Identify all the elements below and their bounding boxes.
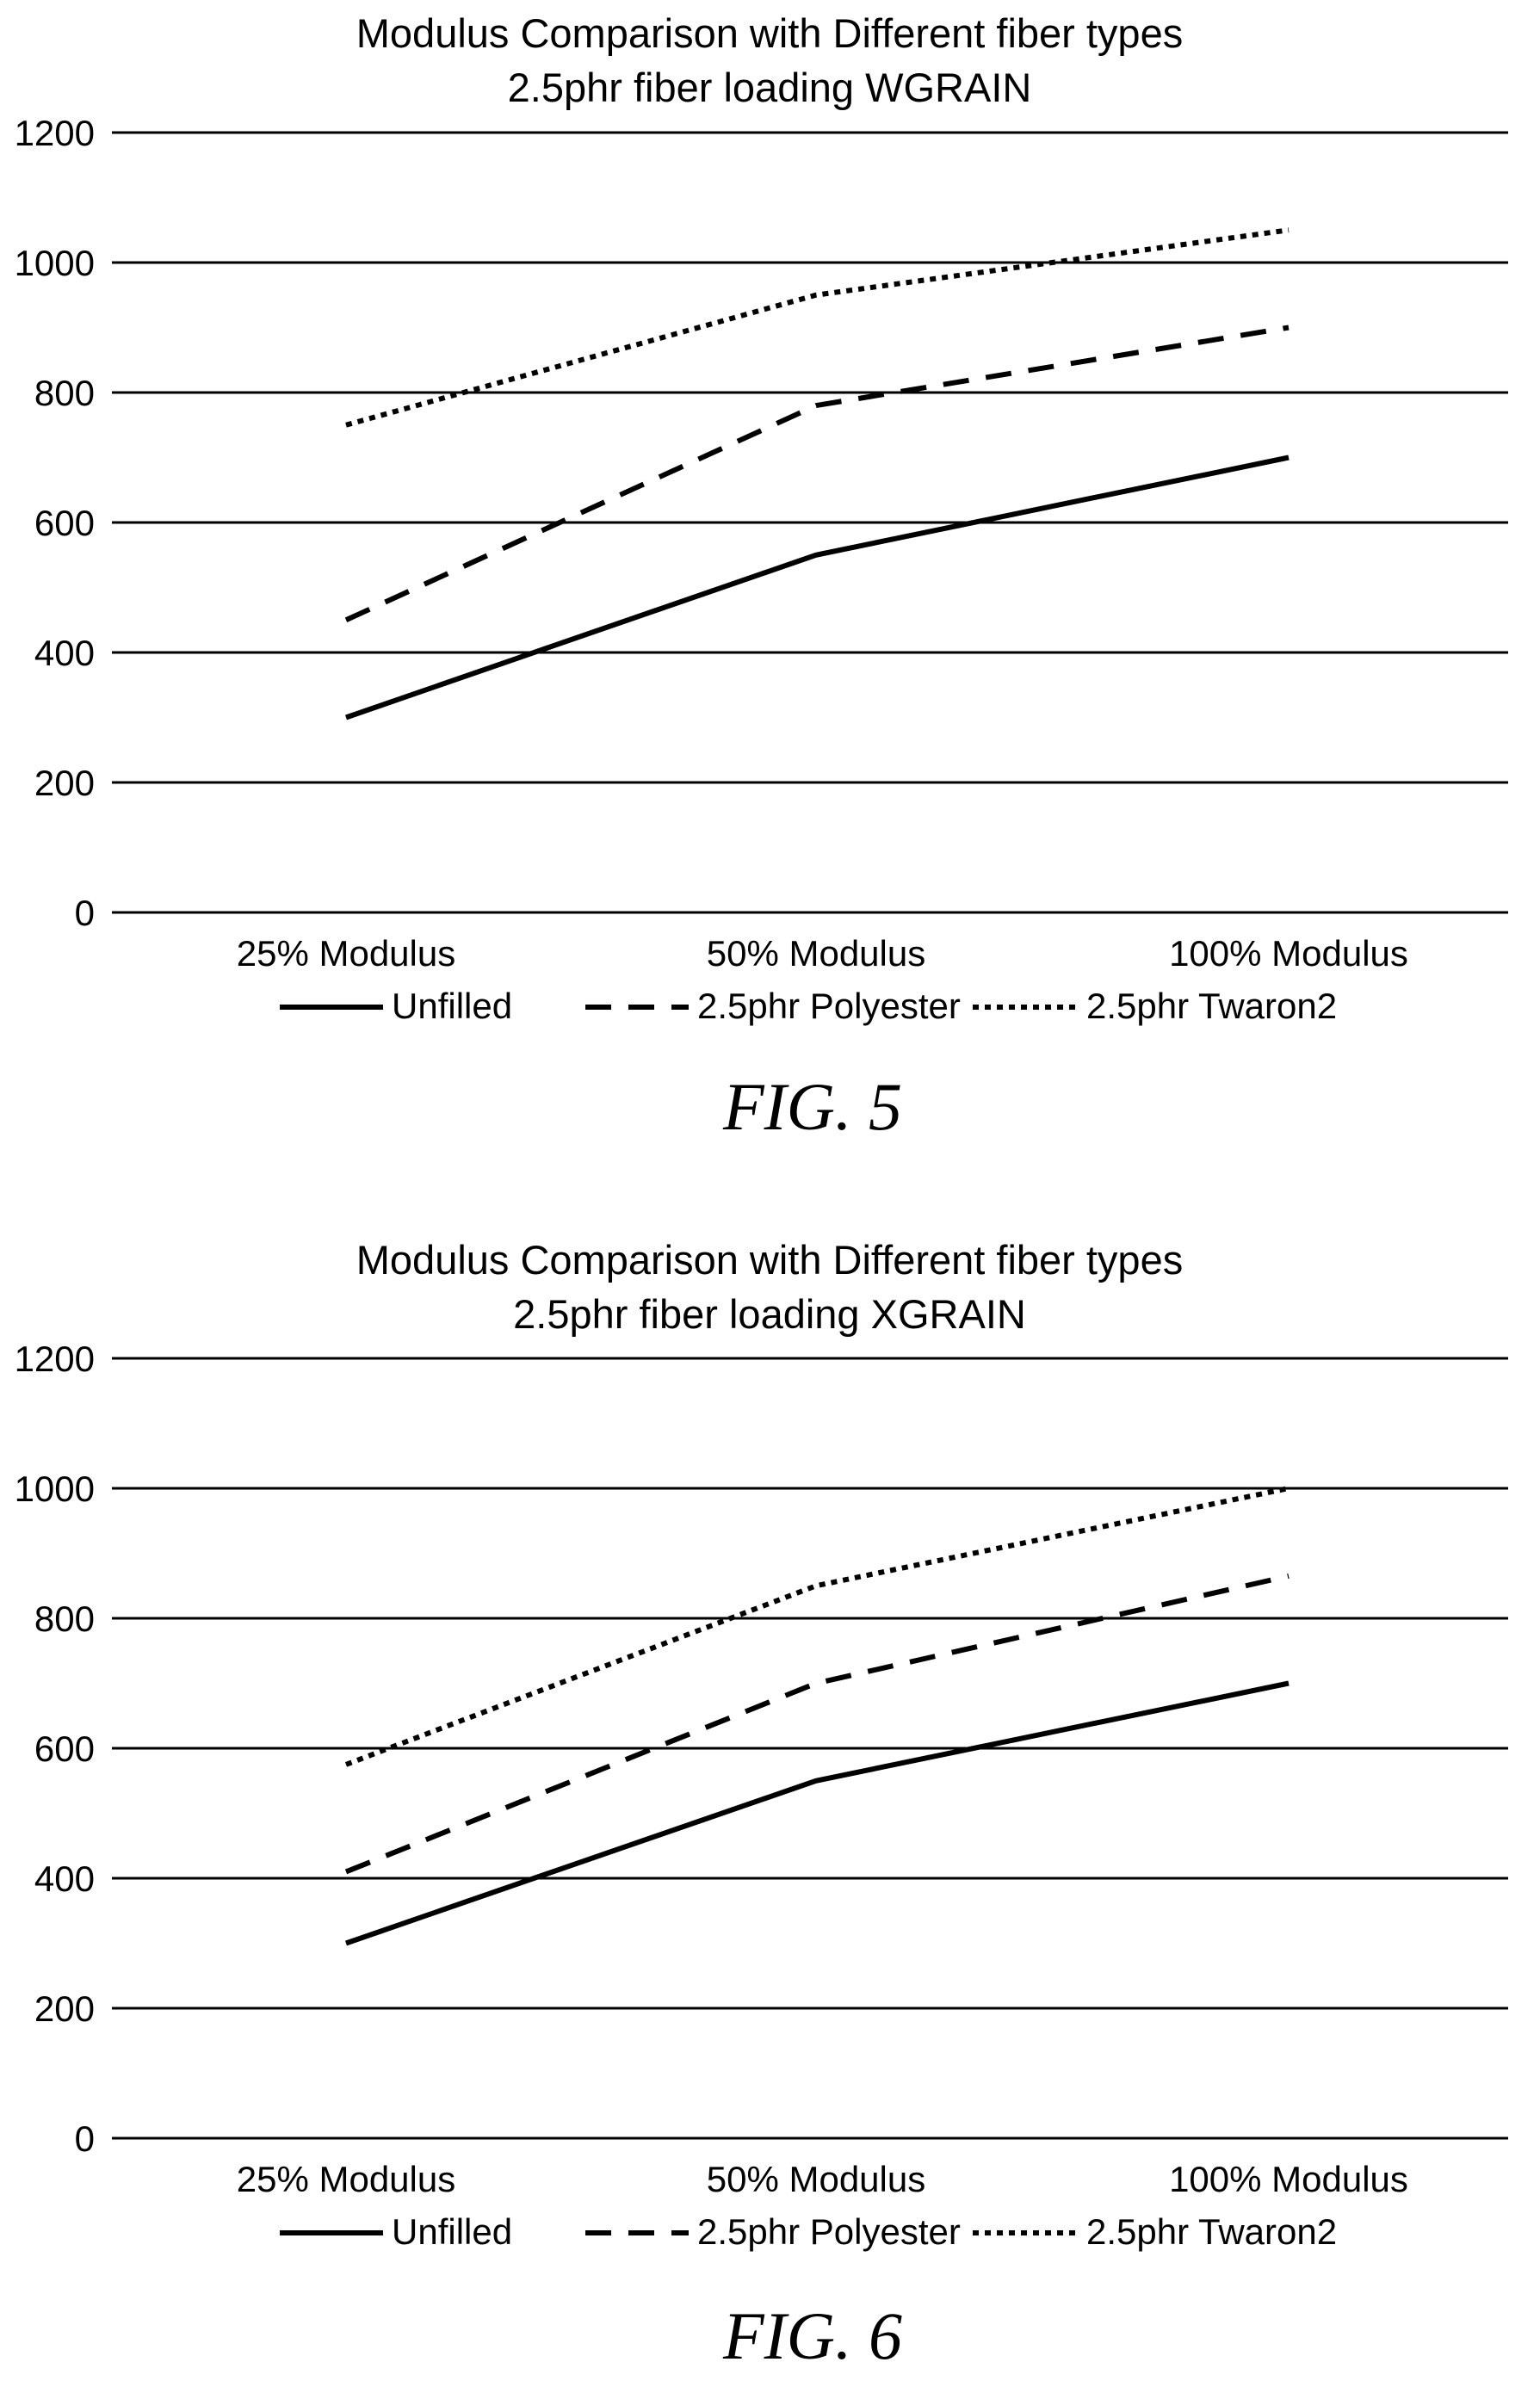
chart-2-series-2-5phr-polyester <box>344 1573 1290 1875</box>
chart-1-x-tick-label: 100% Modulus <box>1169 933 1408 974</box>
chart-1-title: Modulus Comparison with Different fiber … <box>356 10 1183 56</box>
chart-1-y-tick-label: 800 <box>34 373 95 413</box>
chart-1-legend-label: 2.5phr Twaron2 <box>1086 986 1337 1026</box>
chart-2-legend-label: 2.5phr Twaron2 <box>1086 2211 1337 2252</box>
chart-2-y-tick-label: 200 <box>34 1988 95 2029</box>
chart-1-y-tick-label: 400 <box>34 633 95 673</box>
chart-1-y-tick-label: 1000 <box>15 243 95 283</box>
chart-2-title: Modulus Comparison with Different fiber … <box>356 1237 1183 1283</box>
chart-2-caption: FIG. 6 <box>722 2298 902 2373</box>
chart-2-y-tick-label: 0 <box>75 2118 95 2159</box>
chart-2-x-tick-label: 25% Modulus <box>237 2159 455 2199</box>
chart-2-y-tick-label: 1200 <box>15 1339 95 1379</box>
chart-2-series-2-5phr-twaron2 <box>344 1486 1290 1767</box>
chart-1-y-tick-label: 600 <box>34 503 95 543</box>
chart-1-subtitle: 2.5phr fiber loading WGRAIN <box>508 65 1032 110</box>
chart-2-legend-label: Unfilled <box>392 2211 512 2252</box>
chart-1-y-tick-label: 0 <box>75 893 95 933</box>
chart-2-y-tick-label: 600 <box>34 1728 95 1769</box>
chart-2-subtitle: 2.5phr fiber loading XGRAIN <box>513 1291 1026 1337</box>
chart-2-y-tick-label: 400 <box>34 1858 95 1899</box>
chart-1-legend-label: 2.5phr Polyester <box>697 986 961 1026</box>
chart-1-legend-label: Unfilled <box>392 986 512 1026</box>
chart-2-x-tick-label: 50% Modulus <box>707 2159 925 2199</box>
chart-1-y-tick-label: 200 <box>34 763 95 803</box>
chart-2-legend-label: 2.5phr Polyester <box>697 2211 961 2252</box>
chart-2-y-tick-label: 800 <box>34 1598 95 1639</box>
chart-1-caption: FIG. 5 <box>722 1069 902 1144</box>
chart-1-x-tick-label: 25% Modulus <box>237 933 455 974</box>
chart-1-series-unfilled <box>345 454 1290 720</box>
chart-1-series-2-5phr-twaron2 <box>345 227 1290 428</box>
chart-2-series-unfilled <box>345 1680 1290 1946</box>
chart-1-y-tick-label: 1200 <box>15 113 95 153</box>
chart-2-x-tick-label: 100% Modulus <box>1169 2159 1408 2199</box>
chart-1-x-tick-label: 50% Modulus <box>707 933 925 974</box>
chart-1-series-2-5phr-polyester <box>344 325 1290 622</box>
chart-2-y-tick-label: 1000 <box>15 1469 95 1509</box>
